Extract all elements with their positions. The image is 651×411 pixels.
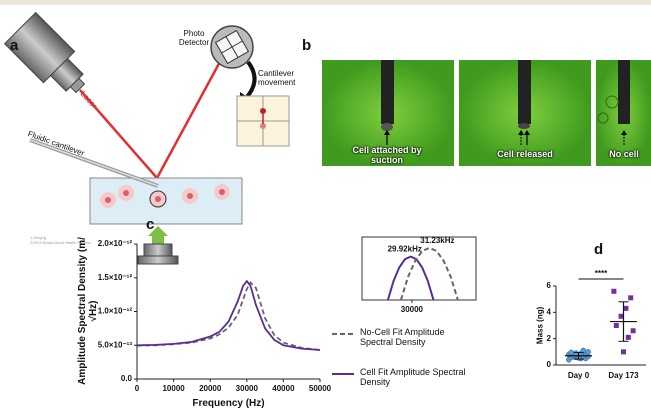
peak-label: 31.23kHz [420,236,454,245]
x-tick-label: 50000 [309,384,332,393]
x-tick-label: 20000 [199,384,222,393]
y-tick-label: 5.0×10⁻¹³ [98,340,133,349]
laser-objective [3,11,86,94]
data-point [621,349,626,355]
legend-label: Cell Fit Amplitude Spectral Density [360,367,466,387]
data-point [628,295,634,301]
cells [100,184,230,208]
peak-label: 29.92kHz [388,245,422,254]
y-tick-label: 4 [547,307,552,316]
position-dot [260,108,266,114]
x-tick-label: 0 [135,384,140,393]
y-tick-label: 1.5×10⁻¹² [98,273,133,282]
data-point [618,313,624,319]
laser-beam [79,89,158,179]
data-point [630,328,636,334]
reflected-beam [155,57,224,179]
micrograph-caption: Cell attached by suction [352,145,422,165]
panel-label: c [146,216,155,233]
credit: J.Gingrig [30,235,47,240]
diagram [3,11,290,265]
micrograph-caption: No cell [609,149,639,159]
x-axis-title: Frequency (Hz) [192,398,265,409]
panel-label: a [10,37,19,54]
movement-label: Cantilever movement [258,69,296,87]
panel-label: b [302,37,312,54]
detector-quadrants [214,29,250,65]
x-tick-label: 10000 [162,384,185,393]
data-point [580,347,587,354]
y-tick-label: 2 [547,334,552,343]
series-line [136,281,321,351]
y-tick-label: 2.0×10⁻¹² [98,239,133,248]
x-tick-label: Day 0 [568,371,590,380]
x-tick-label: 30000 [236,384,259,393]
legend-label: No-Cell Fit Amplitude Spectral Density [360,327,445,347]
micrograph-caption: Cell released [497,149,553,159]
x-tick-label: 40000 [272,384,295,393]
data-point [613,323,619,328]
x-tick-label: 30000 [401,305,424,314]
detector-label: Photo Detector [178,29,210,47]
light-arrow [148,226,168,244]
y-axis-title: Amplitude Spectral Density (m/√Hz) [77,236,99,385]
panel-label: d [594,241,604,258]
y-tick-label: 0 [547,360,552,369]
data-point [611,288,617,294]
data-point [585,348,591,355]
position-dot [260,123,266,129]
inset-frame [361,236,477,301]
x-tick-label: Day 173 [608,371,639,380]
series-line [136,279,321,351]
y-tick-label: 1.0×10⁻¹² [98,307,133,316]
top-bar [0,0,651,5]
series-line [386,255,435,301]
data-point [568,349,575,356]
movement-arrow [244,60,257,100]
y-tick-label: 0.0 [121,374,133,383]
y-tick-label: 6 [547,281,552,290]
significance-label: **** [595,269,608,278]
data-point [623,305,629,311]
y-axis-title: Mass (ng) [535,306,545,344]
data-point [625,334,631,340]
credit: ©2023 Broad Abad Health System [30,240,91,245]
micrographs [322,60,651,166]
